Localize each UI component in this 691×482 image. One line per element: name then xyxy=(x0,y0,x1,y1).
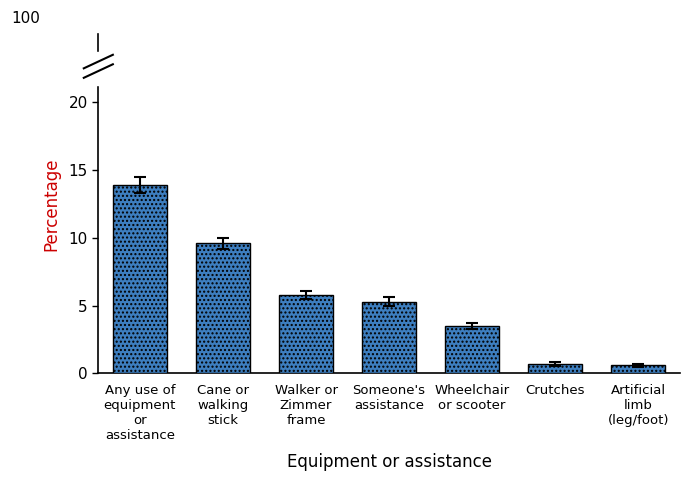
Bar xyxy=(279,295,333,374)
Text: 100: 100 xyxy=(11,11,40,26)
Bar xyxy=(86,52,110,85)
Bar xyxy=(528,364,583,374)
Bar xyxy=(362,302,416,374)
X-axis label: Equipment or assistance: Equipment or assistance xyxy=(287,453,491,471)
Bar xyxy=(612,365,665,374)
Bar xyxy=(196,243,250,374)
Y-axis label: Percentage: Percentage xyxy=(42,157,60,251)
Bar xyxy=(113,185,167,374)
Bar xyxy=(445,326,499,374)
